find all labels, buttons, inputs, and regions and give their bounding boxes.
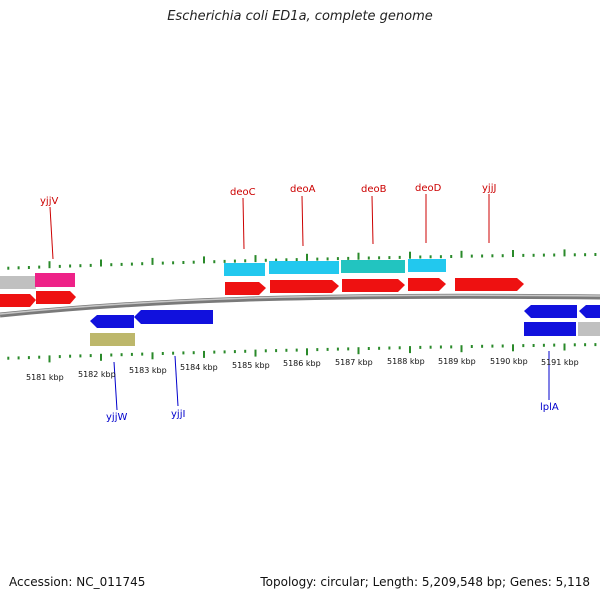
cds-arrow-forward-deoB[interactable]	[342, 279, 405, 292]
feature-blue-lplA[interactable]	[524, 322, 576, 336]
upper-tick-row	[7, 249, 597, 270]
accession-text: Accession: NC_011745	[9, 575, 146, 589]
kbp-label: 5183 kbp	[129, 366, 167, 375]
upper-gene-labels: yjjV deoC deoA deoB deoD yjjJ	[40, 183, 496, 207]
kbp-label: 5188 kbp	[387, 357, 425, 366]
connector-yjjW	[113, 361, 118, 411]
genome-backbone	[0, 293, 600, 318]
gene-label-deoA[interactable]: deoA	[290, 184, 316, 195]
gene-label-yjjJ[interactable]: yjjJ	[482, 183, 496, 194]
feature-cyan-deoD[interactable]	[408, 259, 446, 272]
connector-deoB	[371, 195, 374, 245]
cds-arrow-forward-deoC[interactable]	[225, 282, 266, 295]
kbp-label: 5190 kbp	[490, 357, 528, 366]
feature-grey-yjjV[interactable]	[0, 276, 36, 289]
cds-arrow-reverse-yjjI[interactable]	[134, 310, 213, 324]
cds-arrow-forward-yjjJ[interactable]	[455, 278, 524, 291]
kbp-label: 5182 kbp	[78, 370, 116, 379]
cds-arrow-reverse-yjjW[interactable]	[90, 315, 134, 328]
feature-magenta-yjjV[interactable]	[35, 273, 75, 287]
connector-deoC	[242, 197, 245, 250]
lower-feature-track	[90, 322, 600, 346]
kbp-label: 5185 kbp	[232, 361, 270, 370]
feature-cyan-deoC[interactable]	[224, 263, 265, 276]
upper-feature-track	[0, 259, 446, 289]
kbp-label: 5181 kbp	[26, 373, 64, 382]
genome-stats-text: Topology: circular; Length: 5,209,548 bp…	[260, 575, 590, 589]
cds-arrow-forward-deoD[interactable]	[408, 278, 446, 291]
genome-backbone-highlight	[0, 294, 600, 315]
cds-arrow-forward-deoA[interactable]	[270, 280, 339, 293]
connector-deoA	[301, 195, 304, 247]
gene-label-deoD[interactable]: deoD	[415, 183, 442, 194]
feature-teal-deoB[interactable]	[341, 260, 405, 273]
cds-arrow-reverse-2[interactable]	[579, 305, 600, 318]
lower-tick-row	[7, 343, 597, 363]
lower-label-connectors	[113, 351, 550, 411]
cds-arrow-forward-yjjV[interactable]	[36, 291, 76, 304]
cds-arrow-forward-1[interactable]	[0, 294, 36, 307]
connector-yjjV	[49, 206, 54, 260]
gene-label-lplA[interactable]: lplA	[540, 402, 559, 413]
kbp-scale-labels: 5181 kbp 5182 kbp 5183 kbp 5184 kbp 5185…	[26, 357, 579, 382]
cds-arrow-reverse-lplA[interactable]	[524, 305, 577, 318]
kbp-label: 5186 kbp	[283, 359, 321, 368]
feature-olive-yjjW[interactable]	[90, 333, 135, 346]
reverse-cds-track	[90, 305, 600, 328]
gene-label-yjjV[interactable]: yjjV	[40, 196, 58, 207]
lower-gene-labels: yjjW yjjI lplA	[106, 402, 559, 423]
gene-label-deoC[interactable]: deoC	[230, 187, 256, 198]
feature-cyan-deoA[interactable]	[269, 261, 339, 274]
forward-cds-track	[0, 278, 524, 307]
page-title: Escherichia coli ED1a, complete genome	[167, 9, 433, 24]
gene-label-yjjW[interactable]: yjjW	[106, 412, 127, 423]
connector-yjjI	[174, 355, 179, 407]
upper-label-connectors	[49, 194, 490, 260]
kbp-label: 5189 kbp	[438, 357, 476, 366]
gene-label-yjjI[interactable]: yjjI	[171, 409, 185, 420]
kbp-label: 5191 kbp	[541, 358, 579, 367]
feature-grey-lplA[interactable]	[578, 322, 600, 336]
gene-label-deoB[interactable]: deoB	[361, 184, 387, 195]
kbp-label: 5187 kbp	[335, 358, 373, 367]
kbp-label: 5184 kbp	[180, 363, 218, 372]
